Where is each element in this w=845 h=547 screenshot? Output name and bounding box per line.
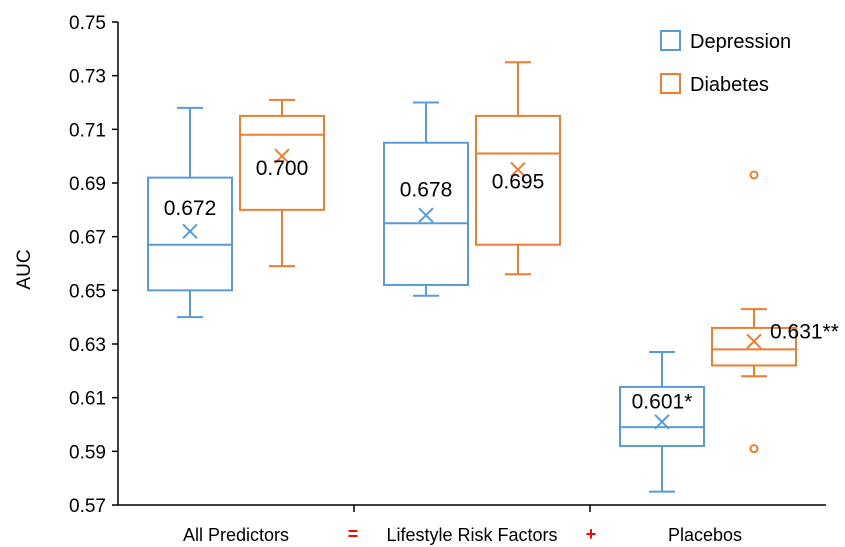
y-tick-label: 0.65 (69, 281, 106, 302)
y-tick-label: 0.69 (69, 174, 106, 195)
mean-data-label: 0.631** (770, 321, 839, 344)
legend-swatch (660, 30, 681, 51)
mean-marker (654, 414, 670, 430)
mean-data-label: 0.695 (492, 170, 545, 193)
x-category-operator-symbol: + (586, 524, 597, 544)
x-category-label: Placebos (668, 525, 742, 545)
y-axis-label: AUC (14, 249, 35, 289)
mean-data-label: 0.601* (632, 390, 693, 413)
y-tick-label: 0.71 (69, 120, 106, 141)
legend-label: Depression (690, 31, 791, 53)
box-iqr (619, 385, 705, 447)
mean-marker (746, 333, 762, 350)
y-tick-label: 0.57 (69, 496, 106, 517)
x-category-label: Lifestyle Risk Factors (386, 525, 557, 545)
x-category-label: All Predictors (183, 525, 289, 545)
mean-data-label: 0.672 (164, 197, 217, 220)
mean-marker (510, 161, 526, 178)
y-tick-label: 0.73 (69, 67, 106, 88)
box-iqr (239, 114, 325, 211)
box-iqr (147, 176, 233, 292)
mean-marker (418, 207, 434, 223)
legend-label: Diabetes (690, 74, 769, 96)
x-category-operator-symbol: = (348, 524, 359, 544)
y-tick-label: 0.75 (69, 13, 106, 34)
legend-swatch (660, 73, 681, 94)
y-tick-label: 0.67 (69, 228, 106, 249)
box-iqr (475, 114, 561, 246)
outlier-point (749, 444, 759, 454)
y-tick-label: 0.59 (69, 442, 106, 463)
mean-data-label: 0.678 (400, 178, 453, 201)
box-iqr (711, 326, 797, 367)
mean-data-label: 0.700 (256, 157, 309, 180)
mean-marker (274, 148, 290, 164)
box-iqr (383, 141, 469, 286)
mean-marker (182, 223, 198, 240)
outlier-point (749, 170, 759, 180)
y-tick-label: 0.61 (69, 389, 106, 410)
y-tick-label: 0.63 (69, 335, 106, 356)
